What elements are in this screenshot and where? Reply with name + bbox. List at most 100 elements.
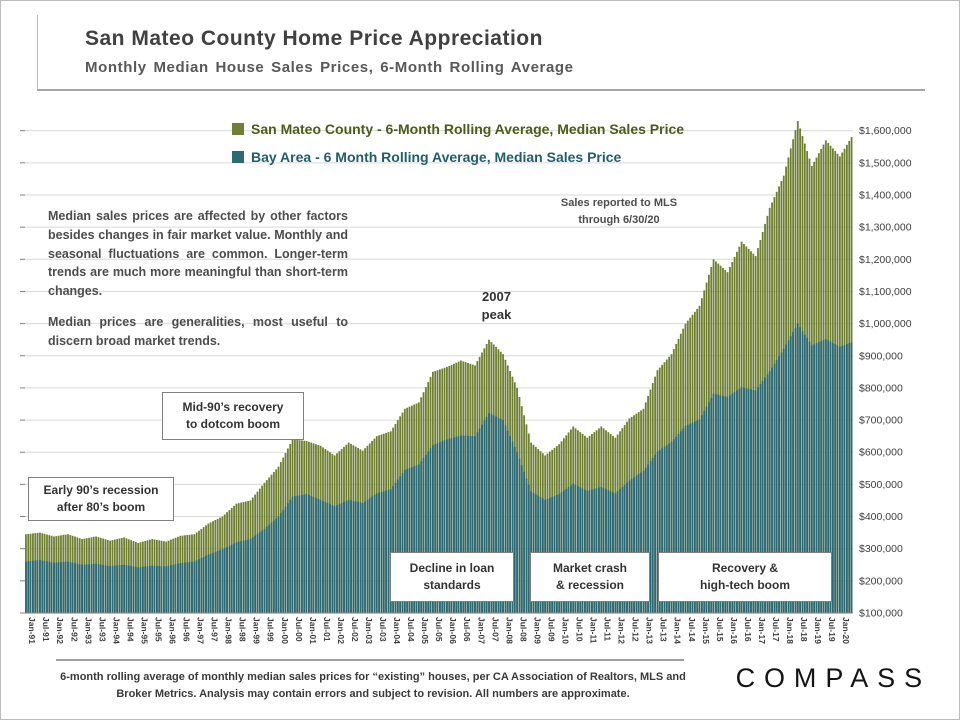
svg-text:Jul-95: Jul-95 xyxy=(154,617,164,642)
annotation-market-crash: Market crash & recession xyxy=(530,552,650,602)
svg-text:Jul-04: Jul-04 xyxy=(406,617,416,642)
svg-text:Jan-17: Jan-17 xyxy=(757,617,767,644)
x-axis-labels: Jan-91 Jul-91 Jan-92 Jul-92 Jan-93 Jul-93 Jan-… xyxy=(27,617,851,644)
svg-text:Jan-93: Jan-93 xyxy=(83,617,93,644)
compass-logo: COMPASS xyxy=(735,663,931,693)
annotation-mid-90s-recovery: Mid-90’s recovery to dotcom boom xyxy=(162,392,304,440)
svg-text:Jul-01: Jul-01 xyxy=(322,617,332,642)
legend-item-bay-area: Bay Area - 6 Month Rolling Average, Medi… xyxy=(232,149,621,165)
svg-text:Jul-96: Jul-96 xyxy=(182,617,192,642)
svg-text:Jan-01: Jan-01 xyxy=(308,617,318,644)
svg-text:$200,000: $200,000 xyxy=(859,575,903,587)
annotation-decline-loan-standards: Decline in loan standards xyxy=(390,552,514,602)
page-subtitle: Monthly Median House Sales Prices, 6-Mon… xyxy=(85,59,574,76)
svg-text:$800,000: $800,000 xyxy=(859,382,903,394)
svg-text:Jan-98: Jan-98 xyxy=(224,617,234,644)
svg-text:Jan-07: Jan-07 xyxy=(476,617,486,644)
svg-text:Jul-94: Jul-94 xyxy=(125,617,135,642)
svg-text:Jul-13: Jul-13 xyxy=(659,617,669,642)
svg-text:Jan-05: Jan-05 xyxy=(420,617,430,644)
note-paragraph-2: Median prices are generalities, most use… xyxy=(48,314,348,348)
note-paragraph-1: Median sales prices are affected by othe… xyxy=(48,209,348,298)
svg-text:Jan-97: Jan-97 xyxy=(196,617,206,644)
svg-text:$900,000: $900,000 xyxy=(859,350,903,362)
svg-text:Jul-99: Jul-99 xyxy=(266,617,276,642)
svg-text:Jan-94: Jan-94 xyxy=(111,617,121,644)
svg-text:$500,000: $500,000 xyxy=(859,479,903,491)
axes xyxy=(20,130,853,614)
svg-text:Jul-18: Jul-18 xyxy=(799,617,809,642)
svg-text:Jul-15: Jul-15 xyxy=(715,617,725,642)
svg-text:Jul-11: Jul-11 xyxy=(603,617,613,641)
svg-text:Jan-13: Jan-13 xyxy=(645,617,655,644)
svg-text:Jan-11: Jan-11 xyxy=(589,617,599,644)
svg-text:Jan-06: Jan-06 xyxy=(448,617,458,644)
legend-label-san-mateo: San Mateo County - 6-Month Rolling Avera… xyxy=(251,121,685,137)
svg-text:$1,600,000: $1,600,000 xyxy=(859,125,912,137)
svg-text:Jan-20: Jan-20 xyxy=(841,617,851,644)
svg-text:Jan-96: Jan-96 xyxy=(168,617,178,644)
page-title: San Mateo County Home Price Appreciation xyxy=(85,27,543,50)
svg-text:Jan-08: Jan-08 xyxy=(504,617,514,644)
svg-text:Jul-93: Jul-93 xyxy=(97,617,107,642)
svg-text:Jan-19: Jan-19 xyxy=(813,617,823,644)
svg-text:Jan-10: Jan-10 xyxy=(561,617,571,644)
annotation-early-90s-recession: Early 90’s recession after 80’s boom xyxy=(28,477,174,521)
svg-text:Jan-14: Jan-14 xyxy=(673,617,683,644)
svg-text:Jul-92: Jul-92 xyxy=(69,617,79,642)
svg-text:$300,000: $300,000 xyxy=(859,543,903,555)
svg-text:Jan-91: Jan-91 xyxy=(27,617,37,644)
legend-swatch-san-mateo-icon xyxy=(232,123,244,135)
svg-text:Jul-19: Jul-19 xyxy=(827,617,837,642)
footer-disclaimer: 6-month rolling average of monthly media… xyxy=(60,671,686,701)
svg-text:Jan-15: Jan-15 xyxy=(701,617,711,644)
svg-text:Jul-09: Jul-09 xyxy=(546,617,556,642)
legend-item-san-mateo: San Mateo County - 6-Month Rolling Avera… xyxy=(232,121,684,137)
svg-text:Jan-02: Jan-02 xyxy=(336,617,346,644)
svg-text:Jul-10: Jul-10 xyxy=(575,617,585,642)
svg-text:Jan-92: Jan-92 xyxy=(55,617,65,644)
methodology-notes: Median sales prices are affected by othe… xyxy=(48,207,348,350)
svg-text:Jul-16: Jul-16 xyxy=(743,617,753,642)
svg-text:Jul-02: Jul-02 xyxy=(350,617,360,642)
svg-text:Jul-14: Jul-14 xyxy=(687,617,697,642)
svg-text:Jul-05: Jul-05 xyxy=(434,617,444,642)
svg-text:Jul-91: Jul-91 xyxy=(41,617,51,642)
mls-reporting-note: Sales reported to MLS through 6/30/20 xyxy=(560,197,678,226)
svg-text:$700,000: $700,000 xyxy=(859,415,903,427)
svg-text:$400,000: $400,000 xyxy=(859,511,903,523)
svg-text:Jan-03: Jan-03 xyxy=(364,617,374,644)
peak-2007-label: 2007 peak xyxy=(481,289,512,322)
svg-text:$600,000: $600,000 xyxy=(859,447,903,459)
svg-text:Jul-00: Jul-00 xyxy=(294,617,304,642)
svg-text:Jul-06: Jul-06 xyxy=(462,617,472,642)
svg-text:$1,200,000: $1,200,000 xyxy=(859,254,912,266)
legend-swatch-bay-area-icon xyxy=(232,151,244,163)
svg-text:Jan-12: Jan-12 xyxy=(617,617,627,644)
svg-text:Jul-98: Jul-98 xyxy=(238,617,248,642)
svg-text:Jan-95: Jan-95 xyxy=(139,617,149,644)
annotation-recovery-hightech: Recovery & high-tech boom xyxy=(658,552,832,602)
svg-text:Jul-03: Jul-03 xyxy=(378,617,388,642)
svg-text:Jan-18: Jan-18 xyxy=(785,617,795,644)
svg-text:Jul-08: Jul-08 xyxy=(518,617,528,642)
svg-text:Jan-99: Jan-99 xyxy=(252,617,262,644)
svg-text:$1,100,000: $1,100,000 xyxy=(859,286,912,298)
footer-divider xyxy=(56,659,684,661)
bars-bay-area xyxy=(25,323,853,613)
svg-text:Jul-12: Jul-12 xyxy=(631,617,641,642)
svg-text:$1,400,000: $1,400,000 xyxy=(859,189,912,201)
svg-text:Jan-16: Jan-16 xyxy=(729,617,739,644)
y-axis-labels: $100,000 $200,000 $300,000 $400,000 $500,000… xyxy=(859,125,912,619)
svg-text:Jan-04: Jan-04 xyxy=(392,617,402,644)
svg-text:Jan-00: Jan-00 xyxy=(280,617,290,644)
svg-text:$1,300,000: $1,300,000 xyxy=(859,222,912,234)
legend-label-bay-area: Bay Area - 6 Month Rolling Average, Medi… xyxy=(251,149,622,165)
svg-text:$1,000,000: $1,000,000 xyxy=(859,318,912,330)
svg-text:Jul-97: Jul-97 xyxy=(210,617,220,642)
svg-text:$1,500,000: $1,500,000 xyxy=(859,157,912,169)
svg-text:Jul-17: Jul-17 xyxy=(771,617,781,642)
header-left-divider xyxy=(37,15,38,89)
